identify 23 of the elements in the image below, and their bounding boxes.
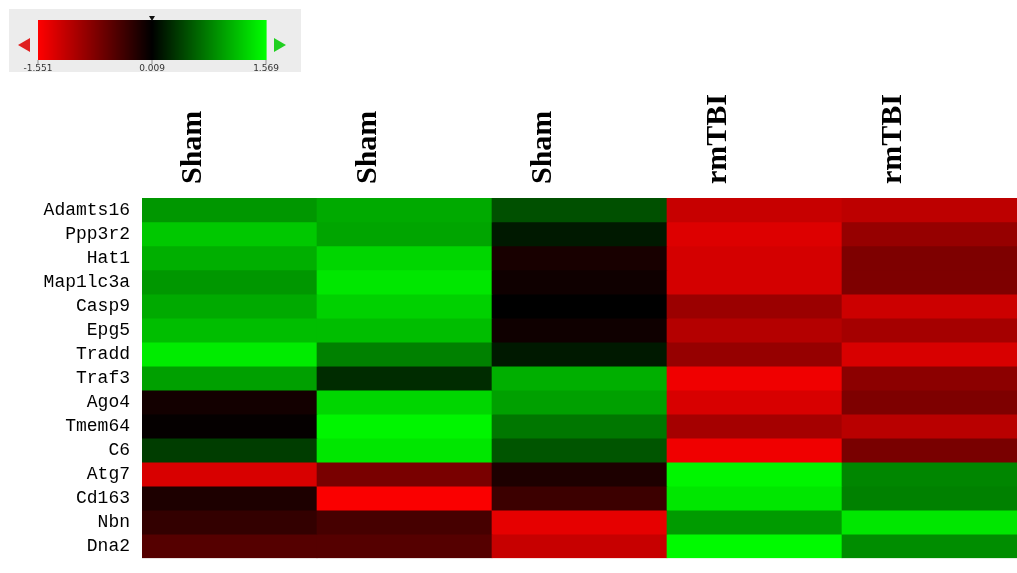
y-tick-label: Map1lc3a bbox=[43, 271, 131, 292]
y-tick-label: Ppp3r2 bbox=[65, 223, 130, 244]
x-tick-label: Sham bbox=[349, 110, 383, 184]
y-tick-label: Atg7 bbox=[86, 463, 130, 484]
y-tick-label: C6 bbox=[108, 439, 130, 460]
x-tick-label: Sham bbox=[174, 110, 208, 184]
color-bar-label: 0.009 bbox=[139, 62, 166, 73]
color-bar-label: -1.551 bbox=[23, 62, 53, 73]
y-tick-label: Cd163 bbox=[75, 487, 130, 508]
y-tick-label: Adamts16 bbox=[43, 199, 130, 220]
y-tick-label: Dna2 bbox=[86, 535, 130, 556]
y-tick-label: Ago4 bbox=[86, 391, 130, 412]
x-tick-label: Sham bbox=[524, 110, 558, 184]
y-tick-label: Traf3 bbox=[75, 367, 130, 388]
x-tick-label: rmTBI bbox=[699, 94, 733, 184]
y-tick-label: Tradd bbox=[75, 343, 130, 364]
y-tick-label: Tmem64 bbox=[65, 415, 130, 436]
y-tick-label: Hat1 bbox=[86, 247, 130, 268]
color-bar-label: 1.569 bbox=[253, 62, 280, 73]
y-tick-label: Casp9 bbox=[75, 295, 130, 316]
y-tick-label: Epg5 bbox=[86, 319, 130, 340]
x-tick-label: rmTBI bbox=[874, 94, 908, 184]
y-tick-label: Nbn bbox=[97, 511, 130, 532]
